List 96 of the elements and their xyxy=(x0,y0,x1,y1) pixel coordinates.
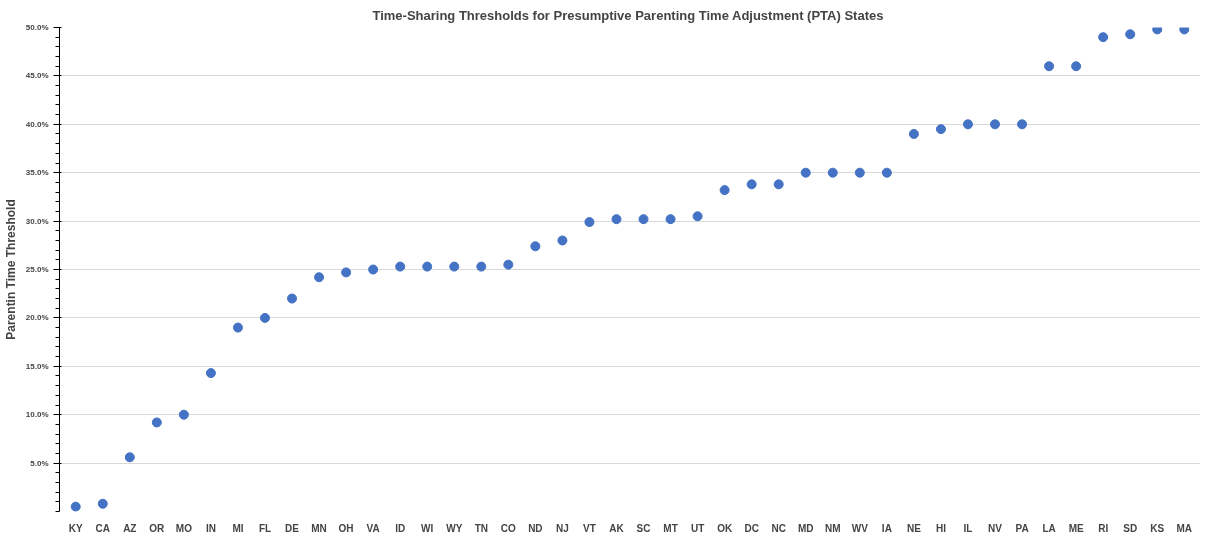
x-tick-label: AZ xyxy=(123,522,137,534)
point xyxy=(881,167,892,178)
x-tick-label: KS xyxy=(1150,522,1165,534)
point xyxy=(935,124,946,135)
point xyxy=(395,261,406,272)
y-axis-title: Parentin Time Threshold xyxy=(3,199,18,340)
x-tick-label: FL xyxy=(258,522,272,534)
point xyxy=(341,267,352,278)
point xyxy=(692,211,703,222)
point xyxy=(827,167,838,178)
point xyxy=(232,322,243,333)
x-tick-label: NE xyxy=(906,522,922,534)
x-tick-label: SD xyxy=(1123,522,1138,534)
y-tick-label: 5.0% xyxy=(30,458,49,468)
point xyxy=(1044,61,1055,72)
y-tick-label: 35.0% xyxy=(25,168,49,178)
point xyxy=(773,179,784,190)
x-tick-label: DE xyxy=(285,522,300,534)
y-tick-label: 25.0% xyxy=(25,265,49,274)
x-tick-label: SC xyxy=(636,522,651,534)
x-tick-label: MD xyxy=(797,522,814,534)
point xyxy=(151,417,162,428)
x-tick-label: IL xyxy=(963,522,973,534)
point xyxy=(97,498,108,509)
x-tick-label: VT xyxy=(583,522,596,534)
point xyxy=(584,217,595,228)
point xyxy=(476,261,487,272)
x-tick-label: OK xyxy=(717,522,733,534)
point xyxy=(178,409,189,420)
x-tick-label: NC xyxy=(771,522,786,534)
point xyxy=(800,167,811,178)
x-tick-label: AK xyxy=(609,522,625,534)
point xyxy=(962,119,973,130)
point xyxy=(530,241,541,252)
point xyxy=(665,214,676,225)
point xyxy=(1098,32,1109,43)
x-tick-label: WY xyxy=(446,522,463,534)
point xyxy=(368,264,379,275)
point xyxy=(611,214,622,225)
point xyxy=(422,261,433,272)
point xyxy=(719,185,730,196)
x-tick-label: CA xyxy=(95,522,110,534)
point xyxy=(70,501,81,512)
y-tick-label: 20.0% xyxy=(25,313,49,323)
x-tick-label: MT xyxy=(663,522,678,534)
point xyxy=(908,128,919,139)
point xyxy=(259,312,270,323)
x-tick-label: OH xyxy=(338,522,354,534)
y-tick-label: 40.0% xyxy=(25,119,49,129)
point xyxy=(314,272,325,283)
x-tick-label: IA xyxy=(881,522,892,534)
point xyxy=(449,261,460,272)
x-tick-label: LA xyxy=(1042,522,1056,534)
x-tick-label: CO xyxy=(500,522,517,534)
x-tick-label: KY xyxy=(68,522,83,534)
point xyxy=(1071,61,1082,72)
y-tick-label: 50.0% xyxy=(25,23,49,32)
x-tick-label: MO xyxy=(175,522,193,534)
point xyxy=(503,259,514,270)
x-tick-label: WI xyxy=(421,522,434,534)
x-tick-label: PA xyxy=(1015,522,1029,534)
x-tick-label: TN xyxy=(474,522,488,534)
point xyxy=(1125,29,1136,40)
y-tick-label: 15.0% xyxy=(25,361,49,371)
point xyxy=(1017,119,1028,130)
point xyxy=(1179,27,1190,35)
chart-title: Time-Sharing Thresholds for Presumptive Parenting Time Adjustment (PTA) States xyxy=(372,7,884,23)
y-tick-label: 10.0% xyxy=(25,410,49,420)
x-tick-label: NJ xyxy=(556,522,569,534)
x-tick-label: VA xyxy=(366,522,380,534)
x-tick-label: HI xyxy=(935,522,947,534)
x-tick-label: ID xyxy=(395,522,406,534)
x-tick-label: MA xyxy=(1176,522,1193,534)
x-tick-label: ND xyxy=(528,522,543,534)
point xyxy=(990,119,1001,130)
y-tick-label: 30.0% xyxy=(25,216,49,226)
x-tick-label: MI xyxy=(232,522,244,534)
x-tick-label: DC xyxy=(744,522,759,534)
point xyxy=(557,235,568,246)
point xyxy=(124,452,135,463)
point xyxy=(205,368,216,379)
x-tick-label: RI xyxy=(1098,522,1109,534)
y-tick-label: 45.0% xyxy=(25,71,49,81)
x-tick-label: NV xyxy=(988,522,1003,534)
x-tick-label: UT xyxy=(690,522,705,534)
x-tick-label: MN xyxy=(311,522,327,534)
point xyxy=(746,179,757,190)
point xyxy=(287,293,298,304)
point xyxy=(854,167,865,178)
x-tick-label: OR xyxy=(149,522,166,534)
x-tick-label: ME xyxy=(1068,522,1084,534)
point xyxy=(638,214,649,225)
point xyxy=(1152,27,1163,35)
x-tick-label: WV xyxy=(851,522,869,534)
x-tick-label: IN xyxy=(205,522,216,534)
x-tick-label: NM xyxy=(825,522,841,534)
